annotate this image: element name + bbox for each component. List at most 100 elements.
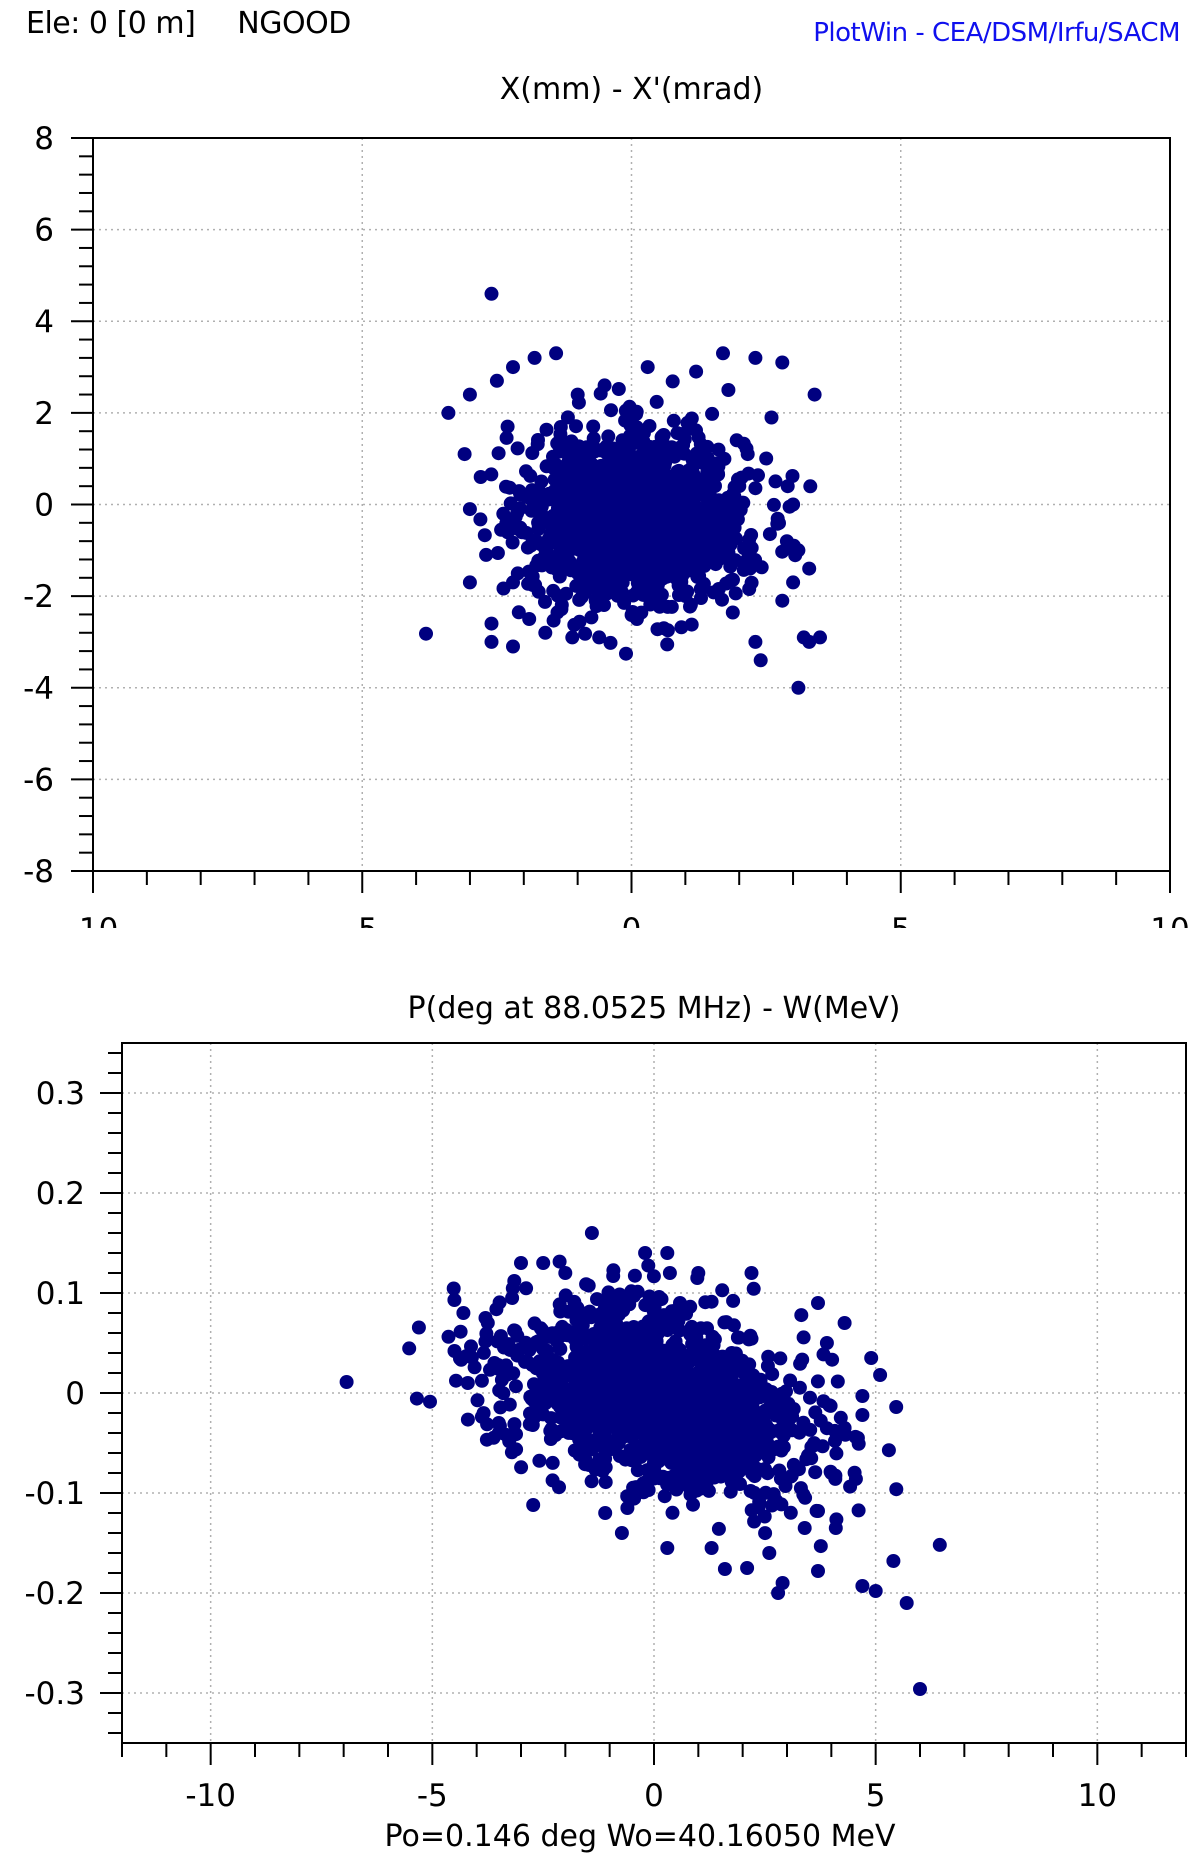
data-point: [523, 491, 538, 506]
data-point: [730, 1414, 745, 1429]
data-point: [804, 1451, 819, 1466]
data-point: [830, 1374, 845, 1389]
data-point: [570, 1415, 585, 1430]
data-point: [549, 346, 564, 361]
data-point: [762, 1546, 777, 1560]
data-point: [573, 481, 588, 496]
data-point: [744, 1331, 759, 1346]
data-point: [637, 587, 652, 602]
data-point: [646, 1361, 661, 1376]
data-point: [723, 1484, 738, 1499]
data-point: [623, 519, 637, 534]
data-point: [689, 423, 703, 438]
data-point: [504, 1445, 519, 1460]
data-point: [478, 1334, 493, 1349]
data-point: [531, 1355, 546, 1370]
data-point: [664, 511, 679, 525]
data-point: [623, 462, 638, 477]
data-point: [514, 1256, 528, 1270]
data-point: [620, 1489, 635, 1504]
data-point: [553, 1304, 568, 1319]
data-point: [802, 561, 817, 576]
data-point: [700, 1321, 714, 1336]
data-point: [679, 1383, 694, 1398]
data-point: [796, 630, 811, 645]
data-point: [665, 374, 680, 389]
data-point: [786, 497, 801, 512]
data-point: [558, 1266, 573, 1280]
data-point: [601, 429, 616, 444]
data-point: [642, 571, 657, 586]
data-point: [649, 394, 664, 409]
data-point: [456, 1306, 471, 1320]
data-point: [553, 427, 568, 442]
data-point: [601, 482, 616, 497]
data-point: [603, 1375, 618, 1390]
data-point: [633, 1450, 648, 1464]
x-axis-label: Po=0.146 deg Wo=40.16050 MeV: [385, 1819, 896, 1854]
data-point: [490, 546, 505, 560]
data-point: [689, 1411, 704, 1426]
data-point: [743, 1484, 758, 1498]
data-point: [570, 495, 585, 510]
data-point: [641, 1314, 656, 1329]
data-point: [496, 506, 511, 521]
data-point: [502, 480, 517, 495]
data-point: [736, 436, 751, 451]
x-tick-label: -5: [417, 1778, 448, 1814]
data-point: [791, 680, 806, 695]
data-point: [552, 1480, 566, 1495]
data-point: [644, 1325, 658, 1339]
data-point: [441, 1329, 456, 1344]
data-point: [717, 1315, 732, 1330]
data-point: [550, 524, 565, 538]
data-point: [813, 630, 827, 645]
data-point: [932, 1537, 947, 1552]
data-point: [662, 1397, 677, 1412]
data-point: [677, 500, 692, 515]
y-tick-label: -2: [23, 579, 54, 615]
x-tick-label: -10: [185, 1778, 236, 1814]
data-point: [668, 521, 683, 536]
data-point: [692, 1338, 707, 1353]
data-point: [848, 1471, 863, 1486]
data-point: [759, 451, 774, 466]
x-tick-label: -5: [347, 912, 378, 948]
data-point: [680, 518, 695, 533]
ngood-label: NGOOD: [237, 6, 351, 41]
data-point: [694, 1360, 709, 1375]
data-point: [446, 1281, 461, 1296]
data-point: [505, 1291, 520, 1305]
data-point: [702, 525, 716, 540]
data-point: [722, 532, 737, 547]
data-point: [676, 553, 691, 568]
data-point: [711, 1521, 726, 1536]
data-point: [837, 1316, 852, 1330]
data-point: [686, 457, 701, 471]
data-point: [687, 1372, 702, 1387]
data-point: [707, 1332, 722, 1347]
data-point: [701, 1455, 716, 1470]
data-point: [491, 1426, 506, 1440]
data-point: [704, 549, 719, 564]
chart-2: P(deg at 88.0525 MHz) - W(MeV) -10 -5 0 5 10 0…: [25, 991, 1187, 1854]
data-point: [889, 1482, 904, 1497]
data-point: [752, 1494, 767, 1509]
data-point: [665, 1413, 680, 1428]
data-point: [570, 387, 585, 402]
data-point: [776, 1440, 791, 1455]
x-tick-label: -10: [68, 912, 119, 948]
data-point: [760, 1386, 775, 1401]
data-point: [737, 541, 752, 556]
data-point: [559, 514, 574, 529]
data-point: [491, 1416, 506, 1430]
data-point: [825, 1352, 840, 1367]
data-point: [402, 1341, 417, 1356]
data-point: [613, 1394, 628, 1409]
data-point: [851, 1503, 866, 1518]
data-point: [527, 1377, 541, 1392]
data-point: [682, 1430, 697, 1445]
data-point: [616, 1303, 631, 1318]
data-point: [657, 1489, 672, 1504]
data-point: [558, 1398, 573, 1413]
